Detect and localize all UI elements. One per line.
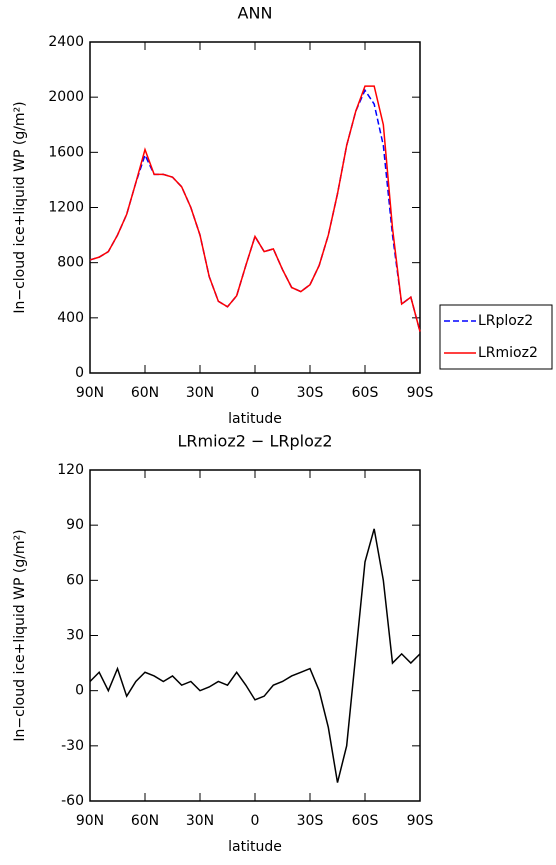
x-tick-label: 30N [186,813,214,829]
x-tick-label: 90S [407,813,434,829]
y-tick-label: 400 [57,310,84,326]
y-tick-label: 0 [75,365,84,381]
x-tick-label: 0 [251,813,260,829]
x-tick-label: 90N [76,813,104,829]
x-tick-label: 30S [297,385,324,401]
y-tick-label: 60 [66,572,84,588]
data-line [89,88,421,332]
y-axis-label: In−cloud ice+liquid WP (g/m²) [12,529,28,741]
chart-title: LRmioz2 − LRploz2 [177,432,332,451]
y-tick-label: 2000 [48,89,84,105]
x-tick-label: 30N [186,385,214,401]
x-tick-label: 60N [131,813,159,829]
x-tick-label: 90S [407,385,434,401]
y-tick-label: 120 [57,462,84,478]
y-tick-label: 30 [66,628,84,644]
legend-label: LRploz2 [478,313,533,329]
y-tick-label: 800 [57,255,84,271]
chart-title: ANN [238,4,273,23]
y-tick-label: 2400 [48,34,84,50]
x-tick-label: 60N [131,385,159,401]
y-tick-label: 1600 [48,144,84,160]
y-tick-label: 90 [66,517,84,533]
y-tick-label: 1200 [48,200,84,216]
plot-frame [89,41,421,374]
y-axis-label: In−cloud ice+liquid WP (g/m²) [12,101,28,313]
x-tick-label: 30S [297,813,324,829]
x-tick-label: 60S [352,385,379,401]
x-tick-label: 90N [76,385,104,401]
plot-frame [89,469,421,802]
x-axis-label: latitude [228,839,282,855]
x-tick-label: 0 [251,385,260,401]
data-line [89,85,421,332]
y-tick-label: -60 [61,793,84,809]
x-axis-label: latitude [228,411,282,427]
x-tick-label: 60S [352,813,379,829]
legend-frame [439,304,553,370]
legend-label: LRmioz2 [478,345,538,361]
data-line [89,528,421,783]
y-tick-label: 0 [75,683,84,699]
y-tick-label: -30 [61,738,84,754]
